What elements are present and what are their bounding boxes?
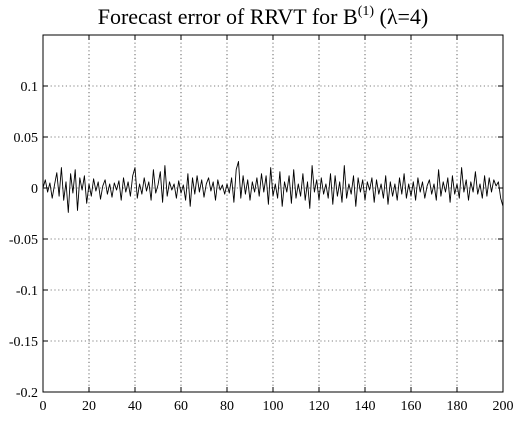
x-tick-label: 20 (82, 399, 96, 414)
chart-title-suffix: (λ=4) (374, 4, 429, 29)
ticks-layer (42, 35, 504, 393)
y-tick-label: 0.05 (14, 131, 39, 146)
y-tick-label: -0.05 (9, 233, 38, 248)
x-tick-label: 0 (40, 399, 47, 414)
grid-layer (43, 35, 503, 392)
labels-layer: 0 20 40 60 80 100 120 140 160 180 200 -0.2 -0.15 -0.1… (9, 80, 514, 414)
chart-title-main: Forecast error of RRVT for B (97, 4, 358, 29)
y-tick-label: 0.1 (21, 80, 39, 95)
x-tick-label: 200 (493, 399, 514, 414)
x-tick-label: 40 (128, 399, 142, 414)
y-tick-label: 0 (31, 182, 38, 197)
x-tick-label: 120 (309, 399, 330, 414)
x-tick-label: 180 (447, 399, 468, 414)
x-tick-label: 140 (355, 399, 376, 414)
chart-title: Forecast error of RRVT for B(1) (λ=4) (0, 4, 526, 30)
series-line (42, 161, 504, 213)
y-tick-label: -0.1 (16, 284, 38, 299)
x-tick-label: 60 (174, 399, 188, 414)
chart-title-superscript: (1) (357, 4, 375, 19)
series-layer (42, 161, 504, 213)
x-tick-label: 80 (220, 399, 234, 414)
y-tick-label: -0.2 (16, 386, 38, 401)
x-tick-label: 100 (263, 399, 284, 414)
x-tick-label: 160 (401, 399, 422, 414)
y-tick-label: -0.15 (9, 335, 38, 350)
